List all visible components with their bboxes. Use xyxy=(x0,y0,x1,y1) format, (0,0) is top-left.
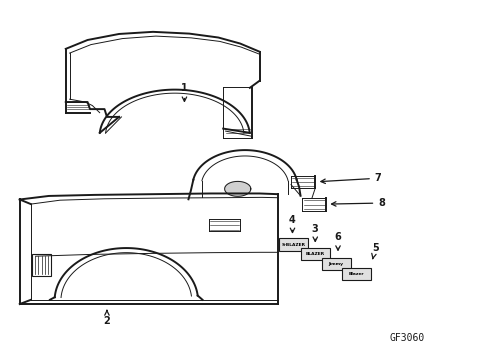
Text: 6: 6 xyxy=(335,233,342,250)
Text: 2: 2 xyxy=(103,310,110,326)
Text: 3: 3 xyxy=(312,224,318,242)
Text: Jimmy: Jimmy xyxy=(329,262,343,266)
Text: Blazer: Blazer xyxy=(348,272,364,276)
Text: 8: 8 xyxy=(332,198,385,208)
Polygon shape xyxy=(225,181,251,196)
FancyBboxPatch shape xyxy=(321,258,351,270)
Text: 1: 1 xyxy=(181,83,188,102)
Text: GF3060: GF3060 xyxy=(390,333,425,343)
FancyBboxPatch shape xyxy=(301,248,330,260)
Text: 7: 7 xyxy=(321,173,382,184)
FancyBboxPatch shape xyxy=(342,267,371,280)
Text: 5: 5 xyxy=(372,243,379,259)
Text: 4: 4 xyxy=(289,215,296,233)
Text: S·BLAZER: S·BLAZER xyxy=(281,243,305,247)
Bar xyxy=(32,255,51,276)
Text: BLAZER: BLAZER xyxy=(306,252,325,256)
FancyBboxPatch shape xyxy=(279,238,308,251)
